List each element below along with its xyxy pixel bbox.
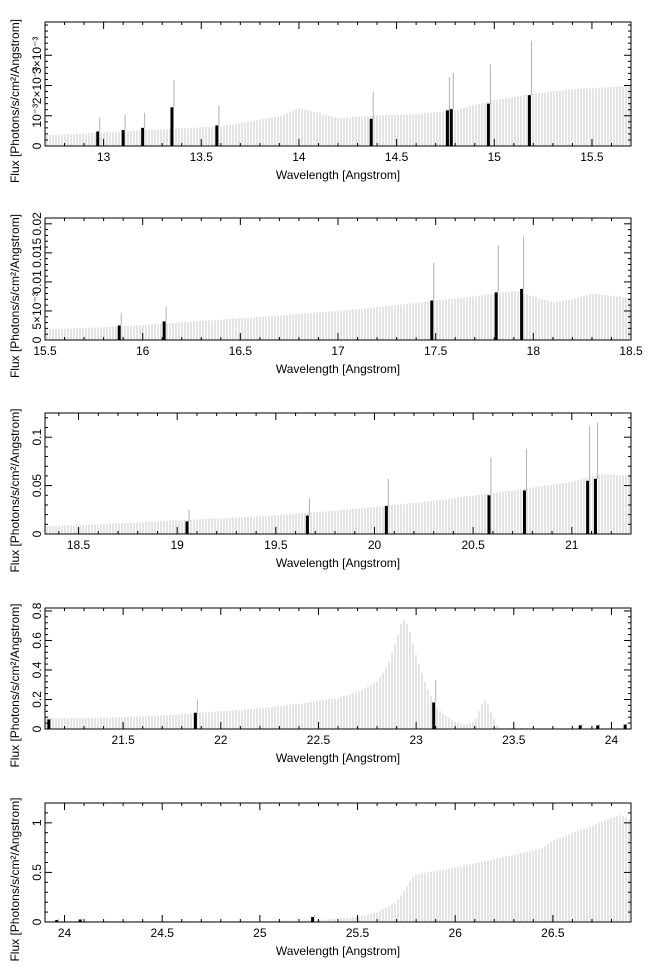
spectrum-panel-1: 13 13.5 14 14.5 15 15.5 0 10⁻³2×10⁻³3×10⁻³ Wavel…: [8, 19, 632, 183]
y-axis-title: Flux [Photons/s/cm²/Angstrom]: [8, 19, 22, 183]
y-tick-label: 0.015: [30, 238, 44, 268]
model-continuum: [46, 86, 630, 146]
y-tick-label: 0: [30, 530, 44, 537]
plot-frame: [44, 412, 632, 535]
x-tick-label: 14.5: [385, 150, 409, 164]
y-tick-label: 0.8: [30, 602, 44, 619]
y-tick-label: 5×10⁻³: [30, 292, 44, 329]
spectrum-panel-3: 18.5 19 19.5 20 20.5 21 0 0.05 0.1 Wavelength [An…: [8, 408, 632, 573]
y-axis-title: Flux [Photons/s/cm²/Angstrom]: [8, 797, 22, 961]
x-tick-label: 18.5: [619, 344, 643, 358]
x-tick-label: 16: [136, 344, 150, 358]
x-tick-label: 15.5: [33, 344, 57, 358]
y-tick-label: 0: [30, 725, 44, 732]
x-tick-label: 24: [58, 926, 72, 940]
x-tick-label: 25.5: [346, 926, 370, 940]
x-axis-title: Wavelength [Angstrom]: [276, 944, 400, 958]
x-tick-label: 22.5: [307, 733, 331, 747]
y-axis-title: Flux [Photons/s/cm²/Angstrom]: [8, 603, 22, 767]
model-continuum: [46, 290, 630, 340]
x-tick-label: 26: [449, 926, 463, 940]
x-tick-label: 15: [488, 150, 502, 164]
x-axis-title: Wavelength [Angstrom]: [276, 556, 400, 570]
x-tick-label: 23.5: [502, 733, 526, 747]
x-tick-label: 23: [409, 733, 423, 747]
y-tick-label: 0: [30, 918, 44, 925]
y-tick-label: 10⁻³: [30, 104, 44, 128]
x-tick-label: 17.5: [424, 344, 448, 358]
y-tick-label: 1: [30, 819, 44, 826]
y-tick-label: 0.05: [30, 474, 44, 498]
spectrum-panel-2: 15.5 16 16.5 17 17.5 18 18.5 0 5×10⁻³0.01 0.015 0.…: [8, 212, 643, 378]
y-tick-label: 0.4: [30, 661, 44, 678]
y-tick-label: 0: [30, 336, 44, 343]
x-axis-title: Wavelength [Angstrom]: [276, 362, 400, 376]
x-tick-label: 19: [171, 538, 185, 552]
y-tick-label: 0.6: [30, 632, 44, 649]
x-tick-label: 16.5: [229, 344, 253, 358]
x-tick-label: 19.5: [264, 538, 288, 552]
y-tick-label: 0.01: [30, 270, 44, 294]
model-continuum: [46, 620, 630, 729]
x-tick-label: 18.5: [67, 538, 91, 552]
model-continuum: [46, 815, 630, 922]
y-axis-title: Flux [Photons/s/cm²/Angstrom]: [8, 408, 22, 572]
y-tick-label: 0.1: [30, 429, 44, 446]
x-tick-label: 21.5: [111, 733, 135, 747]
x-tick-label: 13.5: [190, 150, 214, 164]
y-tick-label: 3×10⁻³: [30, 37, 44, 74]
x-tick-label: 15.5: [580, 150, 604, 164]
y-tick-label: 0.2: [30, 691, 44, 708]
x-tick-label: 22: [214, 733, 228, 747]
spectrum-panel-5: 24 24.5 25 25.5 26 26.5 0 0.5 1 Wavelength [Angst…: [8, 797, 632, 962]
x-tick-label: 24.5: [151, 926, 175, 940]
x-axis-title: Wavelength [Angstrom]: [276, 751, 400, 765]
y-tick-label: 0.02: [30, 212, 44, 236]
y-tick-label: 0.5: [30, 864, 44, 881]
y-axis-title: Flux [Photons/s/cm²/Angstrom]: [8, 214, 22, 378]
x-tick-label: 20: [368, 538, 382, 552]
model-continuum: [46, 474, 630, 534]
x-tick-label: 20.5: [461, 538, 485, 552]
x-tick-label: 18: [527, 344, 541, 358]
y-tick-label: 0: [30, 142, 44, 149]
x-tick-label: 13: [97, 150, 111, 164]
x-tick-label: 17: [331, 344, 345, 358]
y-tick-label: 2×10⁻³: [30, 67, 44, 104]
x-tick-label: 21: [565, 538, 579, 552]
plot-frame: [44, 802, 632, 923]
x-axis-title: Wavelength [Angstrom]: [276, 168, 400, 182]
x-tick-label: 14: [292, 150, 306, 164]
x-tick-label: 25: [253, 926, 267, 940]
spectrum-panel-4: 21.5 22 22.5 23 23.5 24 0 0.2 0.4 0.6 0.8 Wavelengt…: [8, 602, 632, 768]
x-tick-label: 26.5: [541, 926, 565, 940]
x-tick-label: 24: [605, 733, 619, 747]
